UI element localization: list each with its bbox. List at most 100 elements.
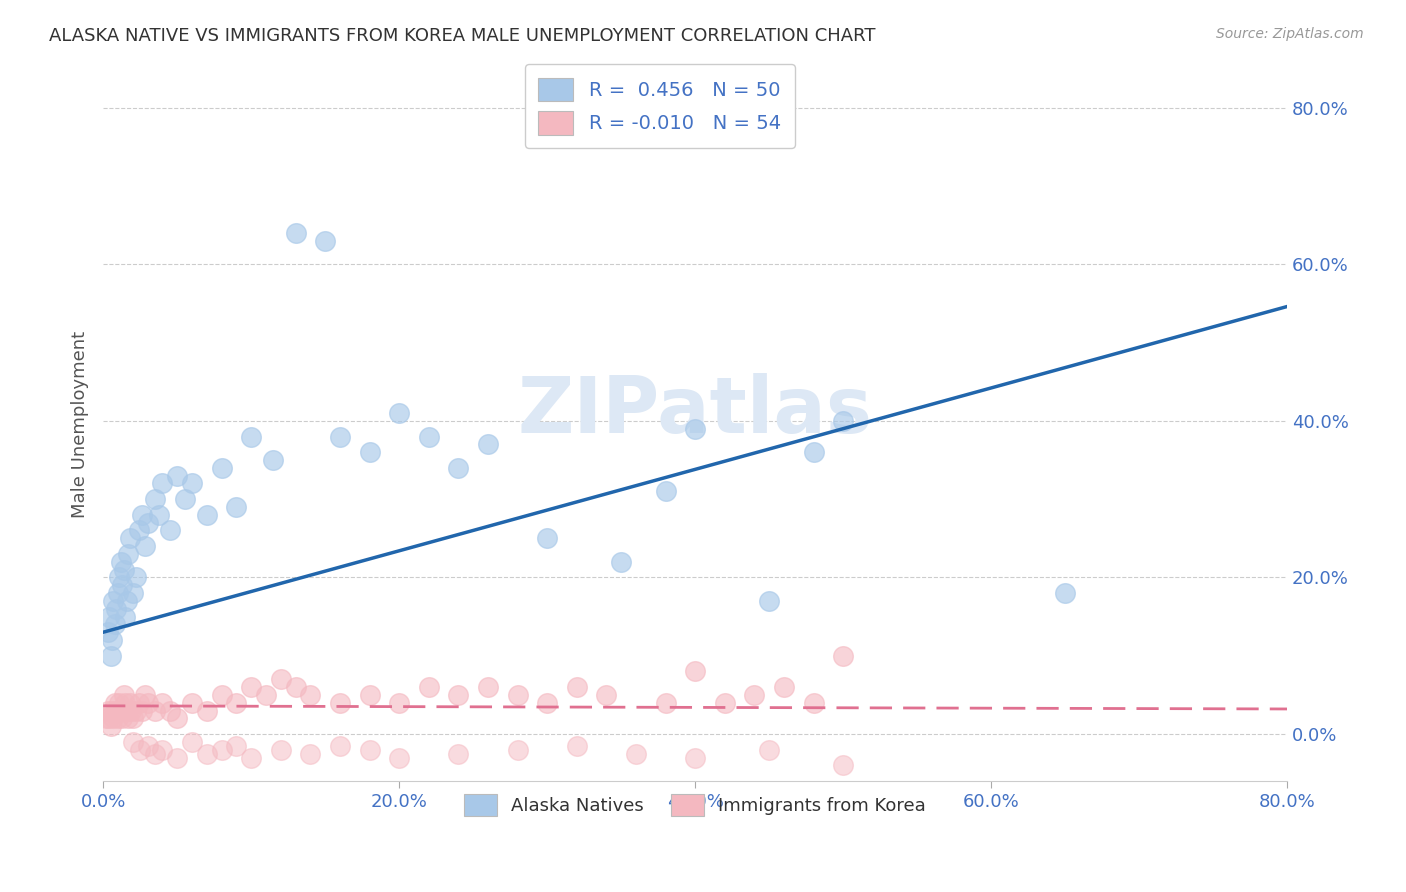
Point (98, 711, 121, 725)
Text: ALASKA NATIVE VS IMMIGRANTS FROM KOREA MALE UNEMPLOYMENT CORRELATION CHART: ALASKA NATIVE VS IMMIGRANTS FROM KOREA M… (49, 27, 876, 45)
Point (683, 750, 706, 764)
Point (143, 747, 166, 761)
Point (181, 476, 204, 491)
Point (150, 476, 173, 491)
Point (654, 696, 676, 710)
Point (536, 531, 558, 545)
Point (108, 696, 131, 710)
Point (225, 500, 247, 514)
Point (103, 711, 125, 725)
Point (388, 750, 411, 764)
Point (359, 445, 381, 459)
Point (758, 594, 780, 608)
Point (128, 524, 150, 538)
Point (98, 609, 121, 624)
Point (111, 711, 134, 725)
Point (211, 688, 233, 702)
Point (136, 696, 159, 710)
Point (211, 742, 233, 756)
Point (100, 719, 122, 733)
Point (284, 680, 307, 694)
Point (195, 747, 218, 761)
Point (166, 468, 188, 483)
Point (112, 688, 135, 702)
Point (131, 704, 153, 718)
Text: ZIPatlas: ZIPatlas (517, 373, 873, 449)
Point (477, 437, 499, 451)
Point (832, 758, 855, 772)
Point (284, 226, 307, 240)
Point (129, 742, 152, 756)
Point (240, 680, 263, 694)
Point (506, 688, 529, 702)
Point (166, 750, 188, 764)
Point (131, 508, 153, 522)
Point (299, 747, 322, 761)
Point (565, 680, 588, 694)
Point (136, 516, 159, 530)
Point (115, 704, 138, 718)
Point (134, 688, 156, 702)
Point (832, 648, 855, 663)
Point (758, 742, 780, 756)
Point (115, 594, 138, 608)
Point (225, 739, 247, 753)
Point (108, 570, 131, 584)
Point (105, 704, 128, 718)
Point (683, 422, 706, 436)
Point (143, 704, 166, 718)
Point (565, 739, 588, 753)
Point (121, 586, 143, 600)
Point (136, 739, 159, 753)
Point (100, 648, 122, 663)
Point (114, 609, 136, 624)
Point (314, 234, 336, 248)
Point (111, 578, 134, 592)
Point (773, 680, 796, 694)
Point (121, 711, 143, 725)
Point (359, 742, 381, 756)
Point (159, 704, 181, 718)
Point (114, 696, 136, 710)
Point (125, 570, 148, 584)
Point (803, 696, 825, 710)
Point (101, 704, 124, 718)
Point (262, 453, 284, 467)
Point (329, 429, 352, 443)
Y-axis label: Male Unemployment: Male Unemployment (72, 331, 89, 518)
Point (742, 688, 765, 702)
Point (117, 711, 139, 725)
Point (388, 696, 411, 710)
Point (506, 742, 529, 756)
Point (418, 429, 440, 443)
Point (447, 460, 470, 475)
Point (101, 633, 124, 648)
Point (166, 711, 188, 725)
Point (121, 735, 143, 749)
Point (159, 524, 181, 538)
Point (181, 735, 204, 749)
Point (299, 688, 322, 702)
Point (418, 680, 440, 694)
Point (105, 601, 128, 615)
Point (125, 704, 148, 718)
Point (112, 563, 135, 577)
Point (329, 696, 352, 710)
Point (477, 680, 499, 694)
Point (134, 539, 156, 553)
Point (211, 460, 233, 475)
Point (240, 750, 263, 764)
Point (832, 414, 855, 428)
Point (107, 711, 129, 725)
Point (150, 696, 173, 710)
Point (173, 492, 195, 507)
Point (240, 429, 263, 443)
Point (595, 688, 617, 702)
Point (195, 508, 218, 522)
Point (329, 739, 352, 753)
Point (270, 742, 292, 756)
Point (254, 688, 277, 702)
Point (624, 747, 647, 761)
Point (94, 711, 117, 725)
Point (104, 617, 127, 632)
